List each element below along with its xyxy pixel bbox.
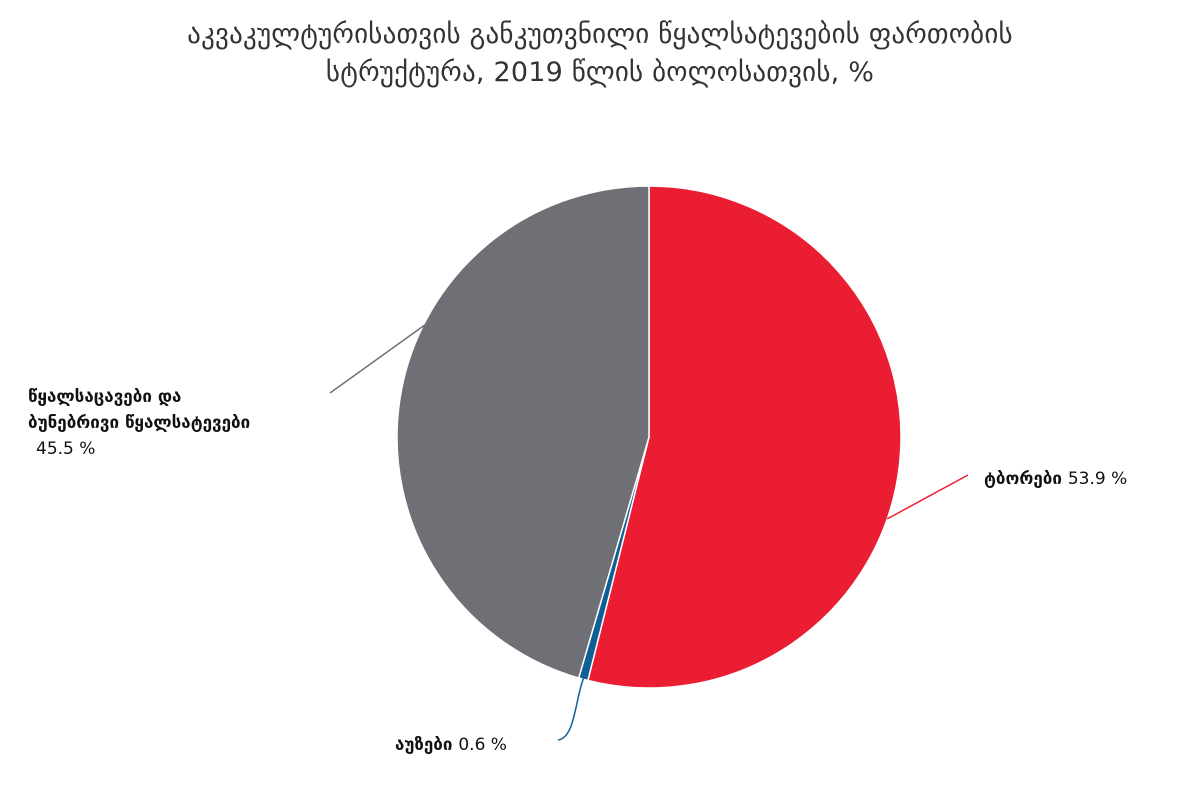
slice-label-pools-value: 0.6 %	[458, 735, 507, 755]
chart-title: აკვაკულტურისათვის განკუთვნილი წყალსატევე…	[0, 16, 1200, 92]
slice-label-pools-name: აუზები	[395, 735, 453, 755]
chart-title-line-2: სტრუქტურა, 2019 წლის ბოლოსათვის, %	[325, 57, 875, 88]
chart-title-line-1: აკვაკულტურისათვის განკუთვნილი წყალსატევე…	[187, 19, 1013, 50]
slice-label-ponds-name: ტბორები	[984, 469, 1062, 489]
slice-label-ponds: ტბორები 53.9 %	[984, 466, 1127, 492]
leader-line-pools	[557, 677, 585, 741]
slice-label-reservoirs-name-line-2: ბუნებრივი წყალსატევები	[28, 413, 251, 433]
slice-label-pools: აუზები 0.6 %	[395, 732, 507, 758]
pie-slice-reservoirs	[396, 185, 650, 679]
slice-label-reservoirs-value: 45.5 %	[36, 439, 96, 459]
slice-label-ponds-value: 53.9 %	[1067, 469, 1128, 489]
slice-label-reservoirs-name-line-1: წყალსაცავები და	[28, 387, 182, 407]
leader-line-ponds	[886, 474, 969, 520]
leader-line-reservoirs	[329, 323, 427, 394]
pie-slice-ponds	[587, 185, 902, 689]
slice-label-reservoirs: წყალსაცავები და ბუნებრივი წყალსატევები 4…	[28, 384, 250, 462]
